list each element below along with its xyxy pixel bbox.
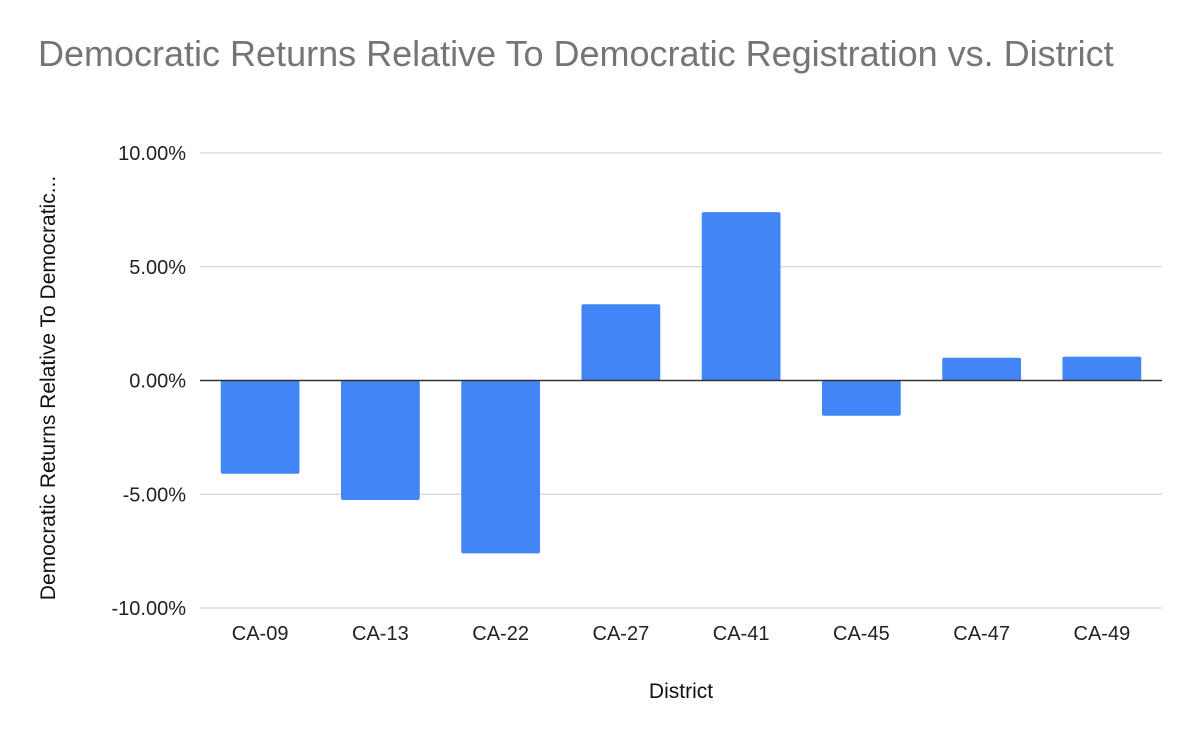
bar-ca-27 — [581, 304, 661, 381]
y-tick-label: 5.00% — [129, 257, 186, 279]
x-axis-ticks: CA-09 CA-13 CA-22 CA-27 CA-41 CA-45 CA-47 CA-49 — [232, 623, 1130, 645]
x-tick-label: CA-41 — [713, 623, 770, 645]
x-axis-title: District — [649, 680, 713, 703]
bars — [220, 212, 1142, 554]
bar-ca-49 — [1062, 356, 1142, 381]
bar-ca-41 — [701, 212, 781, 381]
bar-ca-09 — [220, 380, 300, 474]
y-tick-label: 0.00% — [129, 371, 186, 393]
y-tick-label: -10.00% — [112, 598, 187, 620]
x-tick-label: CA-49 — [1074, 623, 1131, 645]
x-tick-label: CA-45 — [833, 623, 890, 645]
bar-ca-13 — [340, 380, 420, 500]
y-axis-title: Democratic Returns Relative To Democrati… — [37, 176, 60, 600]
bar-ca-22 — [461, 380, 541, 554]
chart-title: Democratic Returns Relative To Democrati… — [38, 33, 1114, 74]
bar-ca-47 — [942, 357, 1022, 381]
x-tick-label: CA-09 — [232, 623, 289, 645]
bar-ca-45 — [821, 380, 901, 416]
x-tick-label: CA-13 — [352, 623, 409, 645]
y-tick-label: -5.00% — [123, 484, 187, 506]
y-axis-ticks: 10.00% 5.00% 0.00% -5.00% -10.00% — [112, 143, 187, 620]
y-tick-label: 10.00% — [118, 143, 186, 165]
x-tick-label: CA-47 — [953, 623, 1010, 645]
x-tick-label: CA-22 — [472, 623, 529, 645]
x-tick-label: CA-27 — [593, 623, 650, 645]
